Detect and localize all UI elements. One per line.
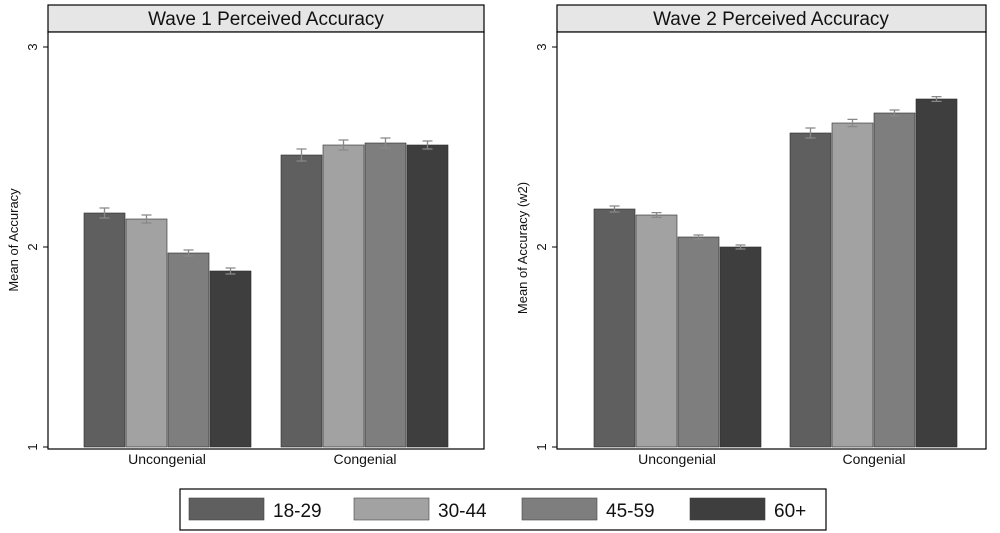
panel-1-title: Wave 1 Perceived Accuracy xyxy=(148,9,384,30)
error-bar-congenial-18-29 xyxy=(296,148,307,162)
y-tick-label: 2 xyxy=(534,243,549,250)
error-bar-congenial-45-59 xyxy=(889,109,900,117)
error-bar-uncongenial-18-29 xyxy=(99,207,110,219)
bar-congenial-60-plus xyxy=(915,98,958,448)
bar-congenial-18-29 xyxy=(280,154,323,448)
x-category-label-congenial: Congenial xyxy=(333,451,396,467)
bar-uncongenial-30-44 xyxy=(635,214,678,448)
legend-label-60-plus: 60+ xyxy=(774,501,806,522)
legend-swatch-18-29 xyxy=(188,497,265,521)
bar-congenial-30-44 xyxy=(831,122,874,448)
legend-label-18-29: 18-29 xyxy=(273,501,322,522)
y-tick-label: 3 xyxy=(534,43,549,50)
error-bar-uncongenial-30-44 xyxy=(651,211,662,219)
error-bar-uncongenial-30-44 xyxy=(141,214,152,224)
x-category-label-congenial: Congenial xyxy=(842,451,905,467)
panel-1-y-axis: 1 2 3 Mean of Accuracy xyxy=(6,43,48,451)
x-category-label-uncongenial: Uncongenial xyxy=(128,451,206,467)
panel-1-bars xyxy=(83,137,449,448)
bar-uncongenial-18-29 xyxy=(83,212,126,448)
legend-swatch-30-44 xyxy=(353,497,430,521)
y-tick-label: 1 xyxy=(534,443,549,450)
panel-2-title-strip xyxy=(556,4,987,33)
error-bar-uncongenial-45-59 xyxy=(183,249,194,257)
error-bar-uncongenial-18-29 xyxy=(609,205,620,213)
x-category-label-uncongenial: Uncongenial xyxy=(638,451,716,467)
bar-uncongenial-45-59 xyxy=(677,236,720,448)
bar-uncongenial-45-59 xyxy=(167,252,210,448)
panel-1-title-strip xyxy=(47,4,485,33)
error-bar-congenial-60-plus xyxy=(422,140,433,150)
panel-2-title: Wave 2 Perceived Accuracy xyxy=(653,9,889,30)
legend-label-45-59: 45-59 xyxy=(606,501,655,522)
bar-uncongenial-30-44 xyxy=(125,218,168,448)
panel-2-y-axis: 1 2 3 Mean of Accuracy (w2) xyxy=(515,43,557,451)
bar-uncongenial-60-plus xyxy=(719,246,762,448)
error-bar-uncongenial-45-59 xyxy=(693,234,704,240)
panel-wave-1: Wave 1 Perceived Accuracy 1 2 3 Mean of … xyxy=(6,4,485,467)
bar-congenial-45-59 xyxy=(364,142,407,448)
panel-2-bars xyxy=(593,95,958,448)
bar-congenial-30-44 xyxy=(322,144,365,448)
y-tick-label: 1 xyxy=(25,443,40,450)
legend-label-30-44: 30-44 xyxy=(438,501,487,522)
panel-2-y-axis-title: Mean of Accuracy (w2) xyxy=(515,182,530,314)
legend-swatch-60-plus xyxy=(689,497,766,521)
bar-congenial-45-59 xyxy=(873,112,916,448)
error-bar-congenial-45-59 xyxy=(380,137,391,149)
y-tick-label: 3 xyxy=(25,43,40,50)
y-tick-label: 2 xyxy=(25,243,40,250)
bar-uncongenial-60-plus xyxy=(209,270,252,448)
legend-swatch-45-59 xyxy=(521,497,598,521)
bar-congenial-60-plus xyxy=(406,144,449,448)
legend: 18-29 30-44 45-59 60+ xyxy=(179,488,827,531)
error-bar-uncongenial-60-plus xyxy=(225,267,236,275)
panel-1-y-axis-title: Mean of Accuracy xyxy=(6,188,21,292)
bar-uncongenial-18-29 xyxy=(593,208,636,448)
error-bar-congenial-30-44 xyxy=(338,139,349,151)
error-bar-congenial-30-44 xyxy=(847,118,858,128)
error-bar-congenial-60-plus xyxy=(931,95,942,103)
bar-congenial-18-29 xyxy=(789,132,832,448)
error-bar-congenial-18-29 xyxy=(805,127,816,139)
panel-wave-2: Wave 2 Perceived Accuracy 1 2 3 Mean of … xyxy=(515,4,987,467)
error-bar-uncongenial-60-plus xyxy=(735,244,746,250)
